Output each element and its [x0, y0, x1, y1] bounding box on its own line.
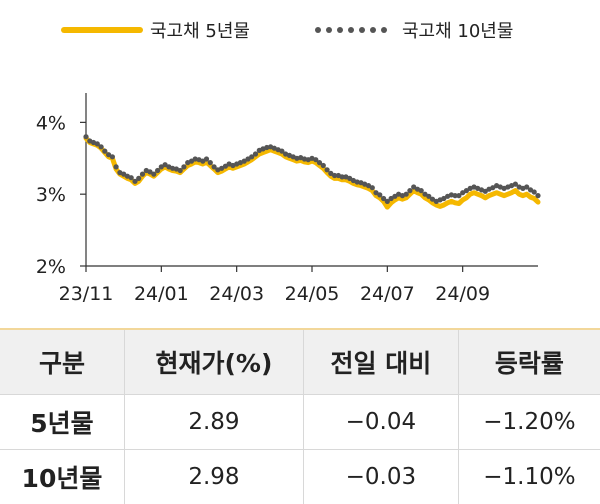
series-point-10y [377, 192, 383, 198]
row-price: 2.89 [124, 394, 304, 449]
legend-dot [315, 27, 321, 33]
series-point-10y [365, 183, 372, 189]
series-point-10y [320, 162, 326, 169]
series-point-10y [83, 134, 89, 140]
series-point-10y [128, 175, 134, 181]
legend-swatch-10y [315, 27, 387, 33]
series-point-10y [147, 169, 153, 175]
series-point-10y [328, 170, 334, 176]
series-point-10y [249, 154, 255, 160]
series-point-10y [98, 144, 104, 150]
x-tick-label: 23/11 [59, 283, 114, 305]
series-point-10y [512, 181, 519, 187]
x-tick-label: 24/05 [285, 283, 340, 305]
y-tick-label: 3% [36, 184, 66, 206]
series-point-10y [181, 164, 187, 170]
series-point-10y [139, 171, 146, 177]
series-point-10y [94, 141, 100, 147]
axes: 2% 3% 4% 23/11 24/01 24/03 24/05 24/07 24/09 [36, 93, 538, 305]
row-price: 2.98 [124, 449, 304, 504]
series-point-10y [162, 162, 168, 168]
x-tick-label: 24/01 [134, 283, 189, 305]
legend-dot [348, 27, 354, 33]
series-point-10y [279, 148, 285, 154]
series-point-10y [219, 165, 225, 171]
header-change: 전일 대비 [303, 330, 459, 394]
series-point-10y [463, 188, 469, 194]
series-point-10y [109, 154, 115, 160]
yield-table: 구분 현재가(%) 전일 대비 등락률 5년물 2.89 −0.04 −1.20… [0, 330, 600, 504]
series-point-10y [113, 164, 119, 170]
y-tick-label: 4% [36, 112, 66, 134]
row-rate: −1.10% [483, 463, 576, 490]
series-point-10y [252, 151, 259, 157]
table-row: 10년물 2.98 −0.03 −1.10% [0, 449, 600, 504]
header-price: 현재가(%) [124, 330, 304, 394]
series-point-10y [102, 148, 108, 154]
row-label: 5년물 [0, 394, 125, 449]
legend-dot [359, 27, 365, 33]
series-point-10y [132, 178, 138, 184]
row-rate: −1.20% [483, 408, 576, 435]
series-point-10y [403, 191, 409, 197]
series-point-10y [106, 152, 112, 158]
x-tick-label: 24/03 [209, 283, 264, 305]
series-point-10y [339, 174, 345, 180]
legend: 국고채 5년물 국고채 10년물 [61, 21, 513, 42]
y-tick-label: 2% [36, 256, 66, 278]
series-point-10y [313, 157, 319, 163]
legend-dot [370, 27, 376, 33]
legend-label-10y: 국고채 10년물 [402, 21, 513, 42]
series-point-10y [177, 167, 183, 174]
series-point-10y [452, 193, 458, 199]
plot-area [83, 134, 541, 210]
x-tick-label: 24/09 [435, 283, 490, 305]
table-header-row: 구분 현재가(%) 전일 대비 등락률 [0, 330, 600, 394]
series-point-10y [384, 198, 390, 204]
series-point-10y [158, 164, 164, 170]
series-point-10y [418, 188, 424, 194]
series-point-10y [441, 195, 447, 202]
legend-dot [381, 27, 387, 33]
series-point-10y [151, 171, 157, 177]
series-point-10y [535, 193, 541, 199]
x-tick-label: 24/07 [360, 283, 415, 305]
series-point-10y [369, 185, 375, 191]
series-point-10y [155, 167, 161, 174]
series-point-10y [422, 191, 428, 197]
series-point-10y [429, 196, 436, 202]
series-point-10y [324, 167, 330, 173]
legend-label-5y: 국고채 5년물 [150, 21, 250, 42]
series-point-10y [136, 175, 142, 181]
row-label: 10년물 [0, 449, 125, 504]
legend-dot [326, 27, 332, 33]
series-point-10y [531, 189, 537, 195]
series-point-10y [211, 164, 217, 170]
series-point-10y [456, 193, 462, 199]
series-point-10y [316, 160, 323, 166]
series-point-10y [490, 185, 496, 191]
row-change: −0.03 [303, 449, 459, 504]
series-point-10y [407, 188, 413, 194]
header-rate: 등락률 [494, 348, 564, 378]
series-point-10y [524, 184, 530, 190]
yield-chart: 국고채 5년물 국고채 10년물 2% 3% 4% 23/11 24/01 24/03 24… [36, 21, 541, 305]
series-point-10y [241, 158, 247, 164]
header-category: 구분 [0, 330, 125, 394]
series-point-10y [207, 160, 213, 166]
series-point-10y [381, 195, 387, 202]
series-point-10y [203, 156, 210, 162]
series-point-10y [388, 195, 394, 202]
series-point-10y [426, 193, 432, 199]
series-point-10y [373, 190, 379, 196]
legend-dot [337, 27, 343, 33]
series-point-10y [332, 172, 338, 179]
table-row: 5년물 2.89 −0.04 −1.20% [0, 394, 600, 449]
row-change: −0.04 [303, 394, 459, 449]
series-point-10y [411, 184, 417, 190]
